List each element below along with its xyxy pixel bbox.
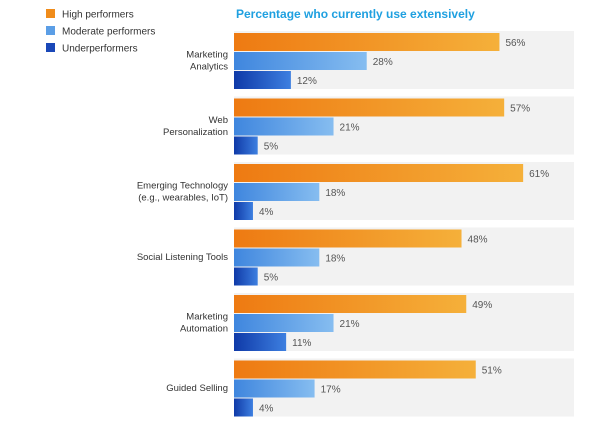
value-label-2-2: 4% (259, 207, 274, 218)
value-label-1-1: 21% (340, 123, 360, 134)
value-label-3-0: 48% (468, 235, 488, 246)
bar-3-0 (234, 229, 462, 248)
legend: High performers Moderate performers Underp… (46, 9, 155, 55)
chart-title: Percentage who currently use extensively (236, 7, 475, 21)
category-label-1: Web Personalization (163, 115, 228, 138)
bar-0-2 (234, 71, 291, 89)
value-label-0-0: 56% (505, 38, 525, 49)
category-label-5: Guided Selling (166, 383, 228, 394)
value-label-4-0: 49% (472, 300, 492, 311)
bar-3-1 (234, 248, 320, 267)
bar-0-1 (234, 52, 367, 70)
value-label-3-2: 5% (264, 273, 279, 284)
bar-4-2 (234, 333, 287, 351)
category-label-0: Marketing Analytics (186, 50, 228, 73)
bar-3-2 (234, 267, 258, 286)
value-label-4-1: 21% (340, 319, 360, 330)
bar-0-0 (234, 33, 500, 51)
value-label-3-1: 18% (325, 254, 345, 265)
legend-label-1: Moderate performers (62, 27, 155, 38)
legend-label-2: Underperformers (62, 44, 138, 55)
bar-2-2 (234, 202, 253, 220)
bar-5-0 (234, 360, 476, 379)
value-label-2-1: 18% (325, 188, 345, 199)
value-label-5-2: 4% (259, 404, 274, 415)
value-label-5-1: 17% (321, 385, 341, 396)
value-label-0-1: 28% (373, 57, 393, 68)
bar-4-0 (234, 295, 467, 313)
legend-label-0: High performers (62, 10, 134, 21)
value-label-0-2: 12% (297, 76, 317, 87)
category-labels: Marketing Analytics Web Personalization Emer… (137, 50, 228, 395)
bar-1-2 (234, 136, 258, 155)
legend-swatch-2 (46, 43, 55, 52)
bar-2-0 (234, 164, 524, 182)
value-label-1-0: 57% (510, 104, 530, 115)
legend-swatch-1 (46, 26, 55, 35)
bar-4-1 (234, 314, 334, 332)
bar-5-1 (234, 379, 315, 398)
value-label-5-0: 51% (482, 366, 502, 377)
legend-swatch-0 (46, 9, 55, 18)
value-label-4-2: 11% (292, 338, 311, 349)
value-label-1-2: 5% (264, 142, 279, 153)
bar-1-0 (234, 98, 505, 117)
category-label-2: Emerging Technology (e.g., wearables, IoT… (137, 181, 228, 204)
value-labels: 56% 28% 12% 57% 21% 5% 61% 18% 4% 48% 18% 5% 49% 21% 1… (259, 38, 549, 415)
category-label-3: Social Listening Tools (137, 252, 228, 263)
bar-5-2 (234, 398, 253, 417)
value-label-2-0: 61% (529, 169, 549, 180)
bar-2-1 (234, 183, 320, 201)
bars (234, 33, 524, 417)
category-label-4: Marketing Automation (180, 312, 228, 335)
bar-1-1 (234, 117, 334, 136)
